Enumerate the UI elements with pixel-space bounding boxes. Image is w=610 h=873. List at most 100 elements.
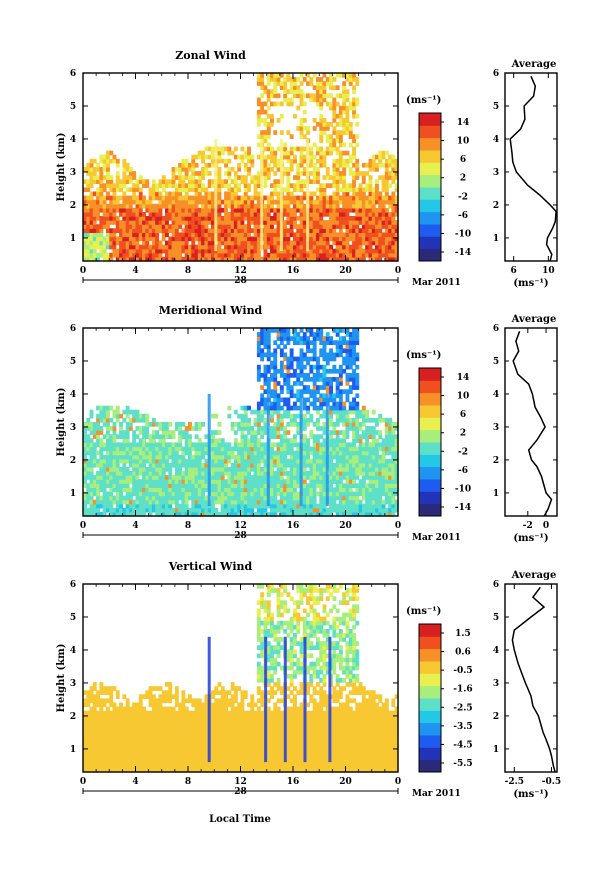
profile-unit: (ms⁻¹): [513, 278, 548, 289]
colorbar-tick-label: 6: [460, 410, 466, 420]
panel-title: Vertical Wind: [168, 560, 253, 573]
profile-unit: (ms⁻¹): [513, 789, 548, 800]
x-tick-label: 8: [185, 521, 191, 531]
y-tick-label: 6: [70, 580, 76, 590]
profile-y-tick-label: 5: [493, 357, 499, 367]
x-tick-label: 12: [234, 521, 247, 531]
date-month-label: Mar 2011: [412, 533, 461, 543]
profile-y-tick-label: 5: [493, 613, 499, 623]
colorbar-tick-label: 10: [457, 392, 470, 402]
colorbar: 1.5 0.6 -0.5 -1.6 -2.5 -3.5 -4.5 -5.5: [418, 623, 473, 773]
heatmap-field: [83, 328, 399, 517]
x-tick-label: 20: [339, 266, 352, 276]
x-tick-label: 12: [234, 777, 247, 787]
y-tick-label: 6: [70, 69, 76, 79]
colorbar-tick-label: -3.5: [453, 722, 472, 732]
colorbar-tick-label: -0.5: [453, 666, 472, 676]
x-tick-label: 16: [287, 521, 300, 531]
colorbar-tick-label: -2.5: [453, 703, 472, 713]
colorbar-tick-label: 2: [460, 174, 466, 184]
panel-title: Meridional Wind: [159, 304, 263, 317]
date-day-label: 28: [234, 276, 247, 286]
y-tick-label: 1: [70, 745, 76, 755]
profile-y-tick-label: 2: [493, 456, 499, 466]
profile-y-tick-label: 6: [493, 69, 499, 79]
x-tick-label: 20: [339, 521, 352, 531]
panel-title: Zonal Wind: [175, 49, 246, 62]
y-tick-label: 5: [70, 357, 76, 367]
x-tick-label: 0: [395, 777, 401, 787]
y-tick-label: 2: [70, 712, 76, 722]
colorbar-tick-label: -14: [455, 248, 471, 258]
profile-title: Average: [511, 570, 557, 581]
colorbar-unit: (ms⁻¹): [406, 350, 441, 361]
profile-y-tick-label: 3: [493, 168, 499, 178]
y-tick-label: 3: [70, 168, 76, 178]
colorbar-tick-label: 0.6: [455, 648, 471, 658]
date-day-label: 28: [234, 787, 247, 797]
x-axis-label: Local Time: [209, 814, 271, 825]
profile-y-tick-label: 4: [493, 135, 499, 145]
profile-x-tick-label: 10: [542, 266, 555, 276]
profile-x-tick-label: 0: [543, 521, 549, 531]
colorbar-tick-label: -10: [455, 484, 471, 494]
y-tick-label: 5: [70, 613, 76, 623]
colorbar-tick-label: 14: [457, 373, 470, 383]
x-tick-label: 12: [234, 266, 247, 276]
heatmap-field: [83, 584, 399, 773]
colorbar-tick-label: 6: [460, 155, 466, 165]
colorbar-tick-label: 14: [457, 118, 470, 128]
colorbar-tick-label: -1.6: [453, 685, 472, 695]
profile-panel: Average 1 2 3 4 5 6 6 10 (ms⁻¹): [493, 59, 558, 289]
x-tick-label: 4: [132, 777, 138, 787]
colorbar-unit: (ms⁻¹): [406, 606, 441, 617]
y-axis-label: Height (km): [56, 388, 67, 457]
y-tick-label: 3: [70, 679, 76, 689]
profile-y-tick-label: 3: [493, 679, 499, 689]
profile-y-tick-label: 1: [493, 745, 499, 755]
profile-y-tick-label: 2: [493, 201, 499, 211]
colorbar-tick-label: -2: [458, 447, 468, 457]
profile-x-tick-label: -2.5: [505, 777, 524, 787]
x-tick-label: 20: [339, 777, 352, 787]
y-tick-label: 5: [70, 102, 76, 112]
x-tick-label: 4: [132, 266, 138, 276]
x-tick-label: 4: [132, 521, 138, 531]
y-tick-label: 2: [70, 201, 76, 211]
colorbar-tick-label: 1.5: [455, 629, 471, 639]
profile-y-tick-label: 5: [493, 102, 499, 112]
y-tick-label: 4: [70, 646, 76, 656]
profile-y-tick-label: 1: [493, 489, 499, 499]
colorbar: 14 10 6 2 -2 -6 -10 -14: [418, 112, 471, 262]
x-tick-label: 0: [395, 521, 401, 531]
colorbar-tick-label: -10: [455, 229, 471, 239]
x-tick-label: 16: [287, 777, 300, 787]
x-tick-label: 0: [80, 777, 86, 787]
y-tick-label: 4: [70, 390, 76, 400]
colorbar-tick-label: -2: [458, 192, 468, 202]
profile-title: Average: [511, 59, 557, 70]
x-tick-label: 0: [80, 521, 86, 531]
date-day-label: 28: [234, 531, 247, 541]
colorbar-tick-label: -14: [455, 503, 471, 513]
profile-title: Average: [511, 314, 557, 325]
y-tick-label: 2: [70, 456, 76, 466]
colorbar-tick-label: 2: [460, 429, 466, 439]
colorbar-tick-label: -4.5: [453, 740, 472, 750]
profile-y-tick-label: 2: [493, 712, 499, 722]
y-tick-label: 1: [70, 234, 76, 244]
profile-line: [509, 76, 557, 262]
y-tick-label: 6: [70, 324, 76, 334]
colorbar-tick-label: -6: [458, 211, 468, 221]
profile-x-tick-label: 6: [511, 266, 517, 276]
y-tick-label: 1: [70, 489, 76, 499]
profile-line: [511, 586, 556, 773]
profile-y-tick-label: 1: [493, 234, 499, 244]
profile-y-tick-label: 4: [493, 390, 499, 400]
x-tick-label: 8: [185, 266, 191, 276]
x-tick-label: 16: [287, 266, 300, 276]
